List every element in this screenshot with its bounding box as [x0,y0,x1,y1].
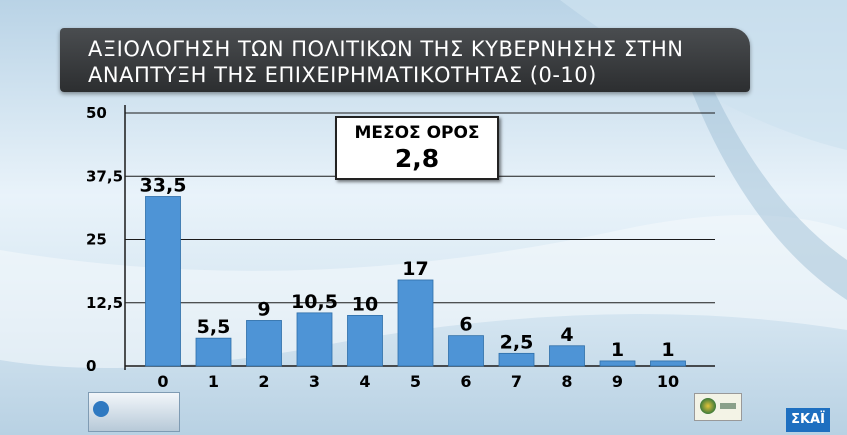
x-tick-label-7: 7 [511,372,522,391]
y-tick-label: 50 [86,104,107,122]
bar-5 [397,279,434,367]
mean-value: 2,8 [394,144,440,173]
bar-0 [145,196,181,367]
x-tick-label-9: 9 [612,372,623,391]
mean-annotation-box: ΜΕΣΟΣ ΟΡΟΣ 2,8 [335,116,499,180]
x-tick-label-4: 4 [359,372,370,391]
bar-1 [195,337,232,367]
data-label-9: 1 [611,339,624,361]
x-tick-label-10: 10 [657,372,679,391]
x-tick-label-6: 6 [460,372,471,391]
data-label-1: 5,5 [197,316,231,338]
data-label-7: 2,5 [500,331,534,353]
x-tick-label-3: 3 [309,372,320,391]
data-label-10: 1 [661,339,674,361]
bar-7 [498,352,535,367]
y-tick-label: 37,5 [86,167,123,185]
x-tick-labels: 0 1 2 3 4 5 6 7 8 9 10 [157,372,679,391]
chart-title-box: ΑΞΙΟΛΟΓΗΣΗ ΤΩΝ ΠΟΛΙΤΙΚΩΝ ΤΗΣ ΚΥΒΕΡΝΗΣΗΣ … [60,28,750,92]
y-tick-label: 12,5 [86,294,123,312]
x-tick-label-1: 1 [208,372,219,391]
y-tick-labels: 0 12,5 25 37,5 50 [86,104,123,375]
x-tick-label-2: 2 [258,372,269,391]
bar-3 [296,312,333,367]
program-logo-emblem-icon [93,401,109,417]
y-tick-label: 0 [86,357,96,375]
data-label-5: 17 [402,258,428,280]
data-label-4: 10 [352,293,378,315]
program-logo [88,392,180,432]
bars [145,196,686,367]
x-tick-label-8: 8 [561,372,572,391]
x-tick-label-0: 0 [157,372,168,391]
data-label-0: 33,5 [140,174,187,196]
y-tick-label: 25 [86,231,107,249]
bar-9 [599,360,636,367]
bar-6 [448,335,484,367]
mean-label: ΜΕΣΟΣ ΟΡΟΣ [354,123,480,143]
x-tick-label-5: 5 [410,372,421,391]
channel-logo: ΣΚΑΪ [786,408,830,432]
chart-title-line-1: ΑΞΙΟΛΟΓΗΣΗ ΤΩΝ ΠΟΛΙΤΙΚΩΝ ΤΗΣ ΚΥΒΕΡΝΗΣΗΣ … [88,37,684,61]
bar-2 [246,320,282,367]
data-label-2: 9 [257,298,270,320]
sponsor-stripe-icon [720,403,736,409]
data-label-6: 6 [459,314,472,336]
bar-8 [549,345,585,367]
bar-10 [650,360,686,367]
data-labels: 33,5 5,5 9 10,5 10 17 6 2,5 4 1 1 [140,174,675,360]
chart-title-line-2: ΑΝΑΠΤΥΞΗ ΤΗΣ ΕΠΙΧΕΙΡΗΜΑΤΙΚΟΤΗΤΑΣ (0-10) [88,63,597,87]
sponsor-logo [694,393,742,421]
bar-4 [347,314,383,367]
data-label-3: 10,5 [291,291,338,313]
sponsor-seal-icon [700,398,716,414]
data-label-8: 4 [560,324,573,346]
